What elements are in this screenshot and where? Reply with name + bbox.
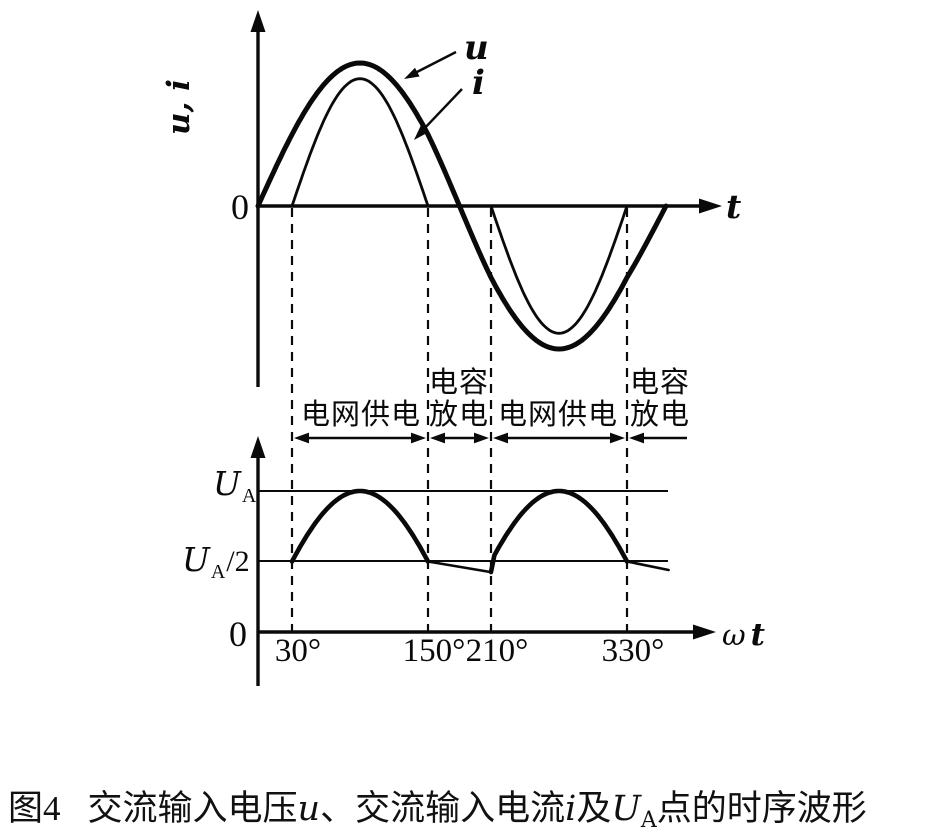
- ua-half-tick-label: UA/2: [182, 540, 250, 583]
- region-label-grid-supply-1: 电网供电: [301, 398, 421, 431]
- current-i-curve-negative: [489, 204, 629, 335]
- figure-number: 图4: [8, 789, 61, 828]
- interval-arrowhead-left-icon-1: [430, 432, 445, 444]
- top-y-axis-label: u, i: [161, 79, 197, 135]
- caption-u-symbol: u: [297, 789, 321, 829]
- x-tick-label-30deg: 30°: [275, 633, 321, 669]
- ua-tick-label: UA: [213, 464, 257, 507]
- caption-i-symbol: i: [565, 789, 577, 829]
- u-callout-arrow: [414, 50, 457, 75]
- bottom-origin-label: 0: [229, 614, 247, 654]
- interval-arrowhead-left-icon-2: [493, 432, 508, 444]
- i-callout-arrowhead-icon: [414, 125, 428, 140]
- x-tick-label-150deg: 150°: [403, 633, 466, 669]
- caption-text-1: 交流输入电压: [87, 789, 298, 828]
- caption-text-4: 点的时序波形: [656, 789, 867, 828]
- x-tick-label-330deg: 330°: [602, 633, 665, 669]
- x-tick-label-210deg: 210°: [466, 633, 529, 669]
- i-callout-arrow: [421, 88, 463, 132]
- interval-arrowhead-right-icon-1: [474, 432, 489, 444]
- figure-caption: 图4 交流输入电压u、交流输入电流i及UA点的时序波形: [8, 780, 924, 832]
- bottom-x-axis-arrow-icon: [693, 624, 716, 640]
- top-y-axis-arrow-icon: [250, 10, 266, 32]
- interval-arrowhead-right-icon-2: [610, 432, 625, 444]
- i-curve-label: i: [472, 63, 485, 103]
- interval-arrowhead-left-icon-3: [629, 432, 644, 444]
- ua-discharge-segments: [426, 560, 670, 574]
- caption-ua-symbol: U: [611, 789, 641, 829]
- top-x-axis-label: t: [726, 187, 741, 226]
- caption-comma: 、: [320, 789, 356, 828]
- caption-ua-subscript: A: [640, 808, 657, 832]
- region-label-cap-discharge-1-line2: 放电: [429, 398, 489, 431]
- interval-arrowhead-left-icon-0: [294, 432, 309, 444]
- u-callout-arrowhead-icon: [404, 67, 420, 79]
- top-origin-label: 0: [231, 187, 249, 227]
- caption-text-3: 及: [576, 789, 612, 828]
- region-interval-arrows: [294, 432, 687, 444]
- region-band: 电网供电 电容 放电 电网供电 电容 放电: [294, 366, 690, 444]
- top-plot: 0 u, i t u i: [161, 10, 741, 387]
- voltage-u-curve: [255, 60, 669, 352]
- bottom-y-axis-arrow-icon: [250, 436, 266, 458]
- interval-arrowhead-right-icon-0: [411, 432, 426, 444]
- caption-text-2: 交流输入电流: [355, 789, 566, 828]
- region-label-grid-supply-2: 电网供电: [498, 398, 618, 431]
- top-x-axis-arrow-icon: [699, 198, 722, 214]
- waveform-diagram: 0 u, i t u i 电网供电 电容 放电 电网供电 电容 放电: [161, 10, 766, 686]
- bottom-x-tick-labels: 30° 150° 210° 330°: [275, 633, 664, 669]
- ua-node-voltage-curve: [289, 488, 630, 575]
- region-label-cap-discharge-2-line2: 放电: [630, 398, 690, 431]
- region-label-cap-discharge-2-line1: 电容: [630, 366, 690, 399]
- u-curve-label: u: [464, 28, 489, 68]
- current-i-curve-positive: [290, 77, 430, 208]
- region-label-cap-discharge-1-line1: 电容: [429, 366, 489, 399]
